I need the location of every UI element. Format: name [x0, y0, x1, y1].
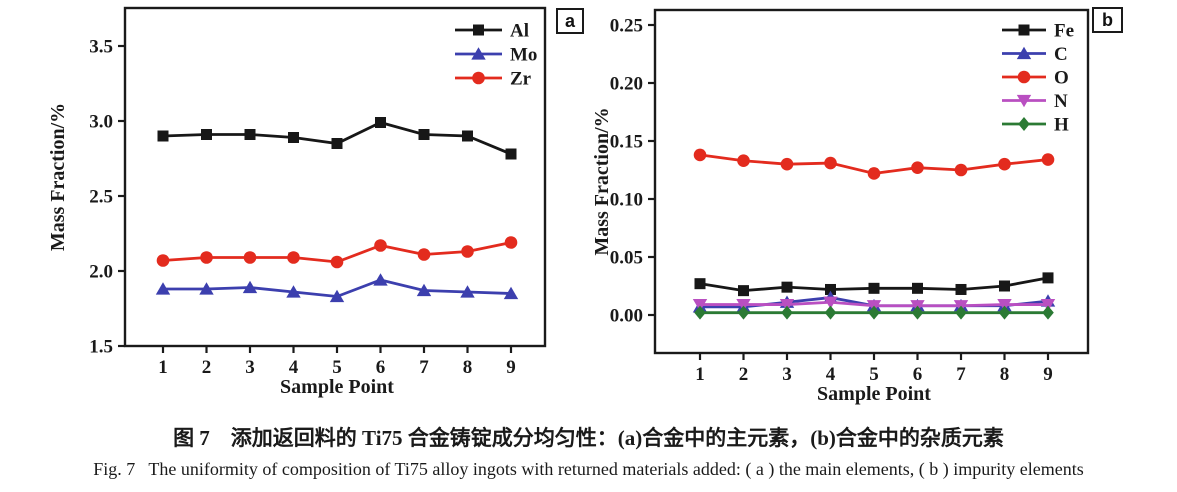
- legend-item-Fe: Fe: [1002, 21, 1074, 42]
- y-tick-label: 2.0: [89, 262, 113, 283]
- y-tick-label: 2.5: [89, 187, 113, 208]
- x-tick-label: 3: [245, 357, 255, 378]
- panel-label-box: [556, 8, 584, 34]
- legend-label: O: [1054, 68, 1069, 89]
- panel-label: b: [1102, 10, 1113, 30]
- caption-english: Fig. 7 The uniformity of composition of …: [93, 459, 1084, 479]
- x-tick-label: 2: [202, 357, 212, 378]
- legend-item-Mo: Mo: [455, 45, 537, 66]
- x-axis-title: Sample Point: [280, 376, 394, 398]
- series-Mo: [155, 273, 519, 303]
- x-tick-label: 4: [289, 357, 299, 378]
- legend-label: Zr: [510, 69, 532, 90]
- legend-label: C: [1054, 44, 1068, 65]
- y-tick-label: 3.0: [89, 112, 113, 133]
- x-tick-label: 6: [913, 364, 923, 385]
- y-tick-label: 0.20: [610, 74, 643, 95]
- x-tick-label: 5: [869, 364, 879, 385]
- legend-item-Al: Al: [455, 21, 529, 42]
- y-axis-title: Mass Fraction/%: [591, 107, 613, 255]
- plot-frame: [123, 6, 547, 348]
- y-axis-title: Mass Fraction/%: [47, 103, 69, 251]
- y-tick-label: 0.10: [610, 190, 643, 211]
- series-Fe: [694, 272, 1054, 297]
- x-tick-label: 7: [419, 357, 429, 378]
- legend-item-C: C: [1002, 44, 1068, 65]
- x-tick-label: 6: [376, 357, 386, 378]
- x-tick-label: 9: [506, 357, 516, 378]
- legend-label: Al: [510, 21, 529, 42]
- legend-label: Mo: [510, 45, 537, 66]
- x-tick-label: 9: [1043, 364, 1053, 385]
- y-tick-label: 1.5: [89, 337, 113, 358]
- legend-item-N: N: [1002, 91, 1068, 112]
- x-tick-label: 5: [332, 357, 342, 378]
- plot-frame: [653, 8, 1090, 355]
- caption-chinese: 图 7 添加返回料的 Ti75 合金铸锭成分均匀性：(a)合金中的主元素，(b)…: [173, 426, 1004, 450]
- x-tick-label: 3: [782, 364, 792, 385]
- y-tick-label: 0.00: [610, 306, 643, 327]
- x-tick-label: 1: [158, 357, 168, 378]
- y-tick-label: 0.15: [610, 132, 643, 153]
- chart-panel-b: 0.00 0.05 0.10 0.15 0.20 0.25 1 2 3 4 5 6 7 8 9 Mass Fr…: [591, 7, 1123, 405]
- legend-label: Fe: [1054, 21, 1074, 42]
- x-axis-title: Sample Point: [817, 383, 931, 405]
- y-tick-label: 3.5: [89, 37, 113, 58]
- series-Zr: [156, 236, 518, 269]
- x-tick-label: 7: [956, 364, 966, 385]
- panel-label-box: [1092, 7, 1123, 33]
- series-O: [693, 148, 1055, 180]
- legend-label: H: [1054, 115, 1069, 136]
- legend-label: N: [1054, 91, 1068, 112]
- x-tick-label: 2: [739, 364, 749, 385]
- x-tick-label: 4: [826, 364, 836, 385]
- x-tick-label: 8: [463, 357, 473, 378]
- series-Al: [157, 117, 517, 160]
- chart-panel-a: 1.5 2.0 2.5 3.0 3.5 1 2 3 4 5 6 7 8 9 Mass Fraction/% S…: [47, 6, 584, 398]
- legend-item-O: O: [1002, 68, 1069, 89]
- x-tick-label: 8: [1000, 364, 1010, 385]
- y-tick-label: 0.25: [610, 16, 643, 37]
- legend-item-Zr: Zr: [455, 69, 532, 90]
- panel-label: a: [565, 11, 576, 31]
- y-tick-label: 0.05: [610, 248, 643, 269]
- x-tick-label: 1: [695, 364, 705, 385]
- legend-item-H: H: [1002, 115, 1069, 136]
